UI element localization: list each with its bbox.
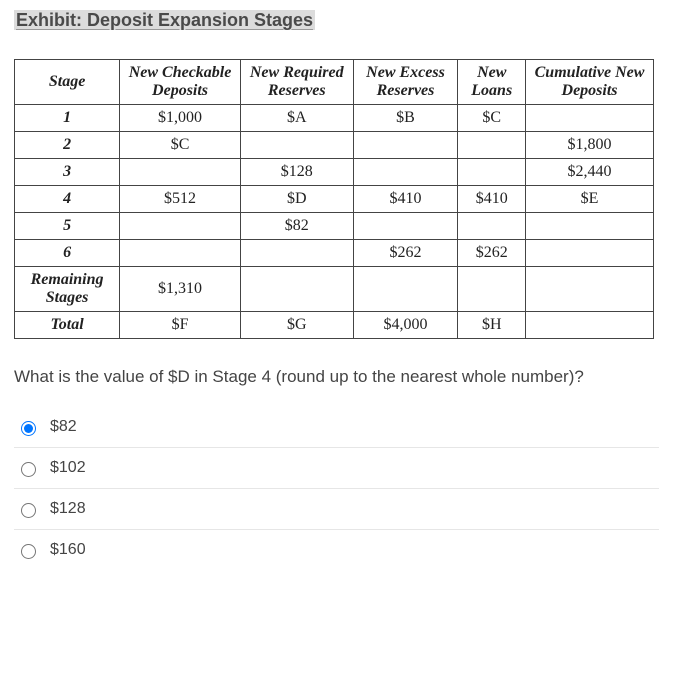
cell — [120, 240, 241, 267]
cell: $410 — [353, 186, 458, 213]
row-head: 1 — [15, 105, 120, 132]
table-row: Total$F$G$4,000$H — [15, 312, 654, 339]
cell — [526, 105, 654, 132]
answer-option[interactable]: $128 — [14, 489, 659, 530]
cell — [353, 213, 458, 240]
cell: $410 — [458, 186, 526, 213]
answer-label: $128 — [50, 500, 86, 518]
col-stage: Stage — [15, 60, 120, 105]
cell — [458, 132, 526, 159]
cell — [120, 159, 241, 186]
col-excess: New Excess Reserves — [353, 60, 458, 105]
answer-label: $82 — [50, 418, 77, 436]
table-row: 2$C $1,800 — [15, 132, 654, 159]
exhibit-title: Exhibit: Deposit Expansion Stages — [14, 10, 315, 30]
cell: $H — [458, 312, 526, 339]
table-row: 3 $128 $2,440 — [15, 159, 654, 186]
answer-option[interactable]: $82 — [14, 407, 659, 448]
cell: $C — [458, 105, 526, 132]
cell — [120, 213, 241, 240]
answer-label: $102 — [50, 459, 86, 477]
cell — [458, 267, 526, 312]
cell — [526, 240, 654, 267]
deposit-table: Stage New Checkable Deposits New Require… — [14, 59, 654, 339]
answer-label: $160 — [50, 541, 86, 559]
cell: $B — [353, 105, 458, 132]
cell: $1,310 — [120, 267, 241, 312]
cell: $F — [120, 312, 241, 339]
answer-radio[interactable] — [21, 421, 36, 436]
col-required: New Required Reserves — [240, 60, 353, 105]
cell: $262 — [458, 240, 526, 267]
cell: $C — [120, 132, 241, 159]
cell: $262 — [353, 240, 458, 267]
table-row: 6 $262$262 — [15, 240, 654, 267]
answer-radio[interactable] — [21, 503, 36, 518]
question-text: What is the value of $D in Stage 4 (roun… — [14, 367, 659, 387]
cell: $D — [240, 186, 353, 213]
cell: $2,440 — [526, 159, 654, 186]
cell: $1,000 — [120, 105, 241, 132]
deposit-table-container: Stage New Checkable Deposits New Require… — [14, 59, 659, 339]
col-checkable: New Checkable Deposits — [120, 60, 241, 105]
cell: $128 — [240, 159, 353, 186]
answer-radio[interactable] — [21, 462, 36, 477]
cell: $A — [240, 105, 353, 132]
answer-options: $82 $102 $128 $160 — [14, 407, 659, 570]
cell — [353, 267, 458, 312]
row-head: Total — [15, 312, 120, 339]
cell — [526, 312, 654, 339]
table-row: 5 $82 — [15, 213, 654, 240]
table-row: Remaining Stages$1,310 — [15, 267, 654, 312]
col-loans: New Loans — [458, 60, 526, 105]
row-head: 3 — [15, 159, 120, 186]
cell — [526, 267, 654, 312]
row-head: 4 — [15, 186, 120, 213]
cell: $82 — [240, 213, 353, 240]
cell — [240, 267, 353, 312]
col-cumulative: Cumulative New Deposits — [526, 60, 654, 105]
row-head: 2 — [15, 132, 120, 159]
cell — [240, 240, 353, 267]
cell — [458, 213, 526, 240]
cell: $1,800 — [526, 132, 654, 159]
cell: $G — [240, 312, 353, 339]
cell — [458, 159, 526, 186]
table-row: 1$1,000$A$B$C — [15, 105, 654, 132]
answer-option[interactable]: $102 — [14, 448, 659, 489]
answer-option[interactable]: $160 — [14, 530, 659, 570]
row-head: Remaining Stages — [15, 267, 120, 312]
cell — [353, 159, 458, 186]
cell — [526, 213, 654, 240]
cell: $4,000 — [353, 312, 458, 339]
cell: $512 — [120, 186, 241, 213]
cell: $E — [526, 186, 654, 213]
row-head: 6 — [15, 240, 120, 267]
table-row: 4$512$D$410$410$E — [15, 186, 654, 213]
cell — [240, 132, 353, 159]
row-head: 5 — [15, 213, 120, 240]
answer-radio[interactable] — [21, 544, 36, 559]
cell — [353, 132, 458, 159]
